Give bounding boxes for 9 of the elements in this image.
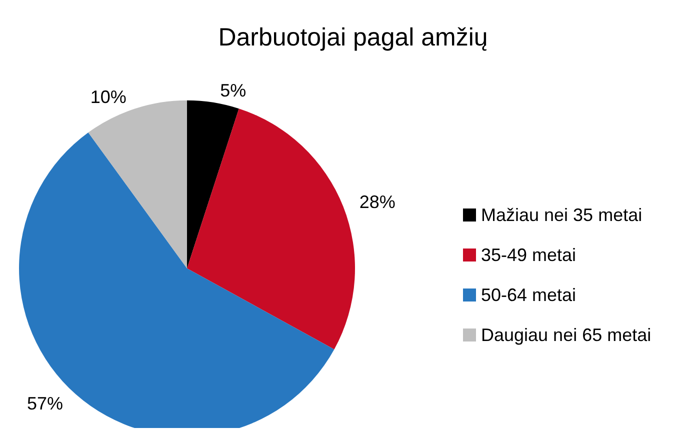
data-label: 28%: [359, 192, 396, 212]
chart-title: Darbuotojai pagal amžių: [218, 24, 488, 52]
data-label: 5%: [220, 80, 246, 101]
data-label: 57%: [26, 393, 63, 414]
data-label: 10%: [90, 87, 126, 108]
legend-label: 35-49 metai: [481, 245, 576, 265]
legend-label: Daugiau nei 65 metai: [481, 325, 652, 345]
legend-label: Mažiau nei 35 metai: [481, 205, 642, 225]
legend-label: 50-64 metai: [481, 285, 576, 305]
